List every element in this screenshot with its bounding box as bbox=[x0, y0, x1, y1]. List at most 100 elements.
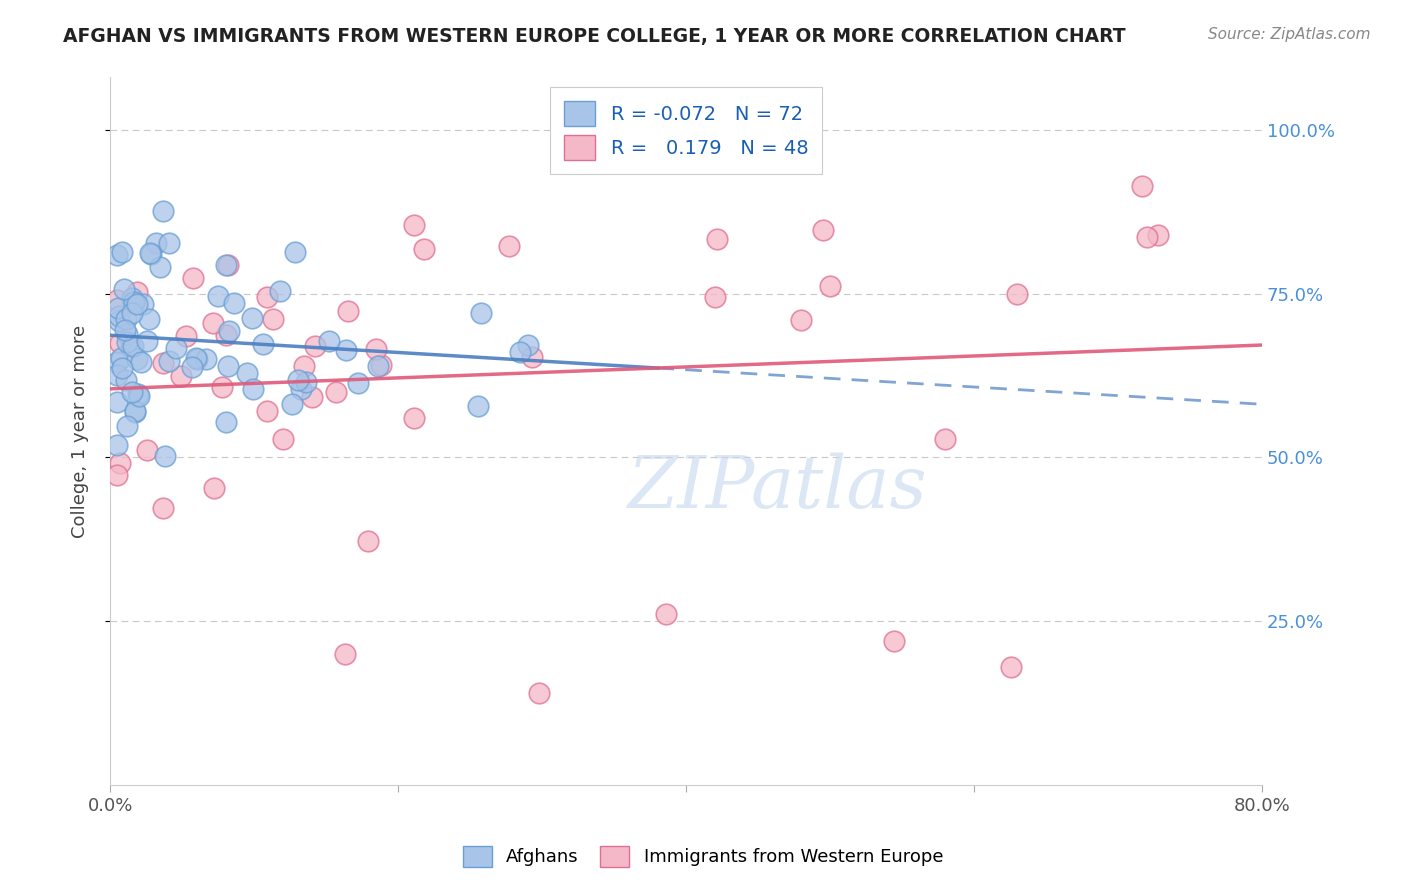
Point bbox=[655, 607, 678, 622]
Point bbox=[117, 327, 139, 342]
Point bbox=[110, 351, 132, 365]
Point bbox=[174, 328, 197, 343]
Point bbox=[186, 352, 208, 367]
Y-axis label: College, 1 year or more: College, 1 year or more bbox=[72, 325, 89, 538]
Point bbox=[404, 411, 426, 425]
Point bbox=[325, 384, 347, 399]
Point bbox=[527, 686, 550, 700]
Point bbox=[121, 385, 143, 400]
Point bbox=[498, 239, 520, 253]
Point bbox=[467, 399, 489, 413]
Point bbox=[105, 248, 128, 262]
Point bbox=[136, 442, 159, 457]
Point bbox=[287, 373, 309, 387]
Text: AFGHAN VS IMMIGRANTS FROM WESTERN EUROPE COLLEGE, 1 YEAR OR MORE CORRELATION CHA: AFGHAN VS IMMIGRANTS FROM WESTERN EUROPE… bbox=[63, 27, 1126, 45]
Legend: R = -0.072   N = 72, R =   0.179   N = 48: R = -0.072 N = 72, R = 0.179 N = 48 bbox=[550, 87, 821, 174]
Point bbox=[170, 369, 193, 384]
Point bbox=[132, 296, 155, 310]
Point bbox=[211, 379, 233, 393]
Point bbox=[335, 343, 357, 357]
Point bbox=[336, 304, 359, 318]
Point bbox=[111, 361, 134, 376]
Point bbox=[215, 415, 238, 429]
Point bbox=[367, 359, 389, 373]
Point bbox=[273, 432, 295, 446]
Point bbox=[811, 223, 834, 237]
Point bbox=[165, 341, 187, 355]
Point bbox=[202, 481, 225, 495]
Point bbox=[115, 418, 138, 433]
Point bbox=[1146, 228, 1168, 243]
Point bbox=[215, 328, 238, 343]
Point bbox=[347, 376, 370, 390]
Point bbox=[105, 438, 128, 452]
Point bbox=[236, 366, 259, 380]
Point bbox=[124, 405, 146, 419]
Point bbox=[280, 397, 302, 411]
Point bbox=[180, 360, 202, 375]
Point bbox=[107, 313, 129, 327]
Point bbox=[105, 395, 128, 409]
Text: ZIPatlas: ZIPatlas bbox=[628, 452, 928, 523]
Point bbox=[136, 334, 159, 348]
Point bbox=[256, 290, 278, 304]
Point bbox=[934, 432, 956, 446]
Point bbox=[207, 288, 229, 302]
Point bbox=[105, 368, 128, 382]
Point bbox=[301, 390, 323, 404]
Point bbox=[115, 334, 138, 349]
Point bbox=[128, 389, 150, 403]
Point bbox=[149, 260, 172, 274]
Point bbox=[186, 351, 208, 365]
Point bbox=[139, 245, 162, 260]
Point bbox=[127, 387, 149, 401]
Point bbox=[127, 297, 149, 311]
Point bbox=[114, 323, 136, 337]
Point bbox=[214, 258, 236, 272]
Point bbox=[1005, 286, 1028, 301]
Point bbox=[1136, 229, 1159, 244]
Point bbox=[122, 339, 145, 353]
Point bbox=[157, 354, 180, 368]
Legend: Afghans, Immigrants from Western Europe: Afghans, Immigrants from Western Europe bbox=[456, 838, 950, 874]
Point bbox=[790, 312, 813, 326]
Point bbox=[157, 235, 180, 250]
Point bbox=[114, 311, 136, 326]
Point bbox=[335, 647, 357, 661]
Point bbox=[284, 244, 307, 259]
Point bbox=[883, 633, 905, 648]
Point bbox=[366, 343, 388, 357]
Point bbox=[115, 374, 138, 388]
Point bbox=[152, 203, 174, 218]
Point bbox=[295, 376, 318, 390]
Point bbox=[509, 344, 531, 359]
Point bbox=[252, 337, 274, 351]
Point bbox=[262, 311, 284, 326]
Point bbox=[290, 382, 312, 396]
Point bbox=[120, 340, 142, 354]
Point bbox=[370, 358, 392, 372]
Point bbox=[181, 271, 204, 285]
Point bbox=[242, 310, 264, 325]
Point bbox=[357, 534, 380, 549]
Point bbox=[242, 382, 264, 396]
Point bbox=[222, 296, 245, 310]
Point bbox=[125, 352, 148, 367]
Point bbox=[108, 456, 131, 470]
Point bbox=[269, 284, 291, 298]
Point bbox=[139, 247, 162, 261]
Point bbox=[129, 355, 152, 369]
Point bbox=[703, 290, 725, 304]
Point bbox=[818, 279, 841, 293]
Point bbox=[1000, 660, 1022, 674]
Point bbox=[145, 235, 167, 250]
Point bbox=[121, 305, 143, 319]
Point bbox=[516, 338, 538, 352]
Point bbox=[152, 501, 174, 516]
Point bbox=[124, 294, 146, 309]
Point bbox=[304, 339, 326, 353]
Point bbox=[138, 312, 160, 326]
Point bbox=[153, 449, 176, 463]
Point bbox=[105, 293, 128, 308]
Point bbox=[706, 232, 728, 246]
